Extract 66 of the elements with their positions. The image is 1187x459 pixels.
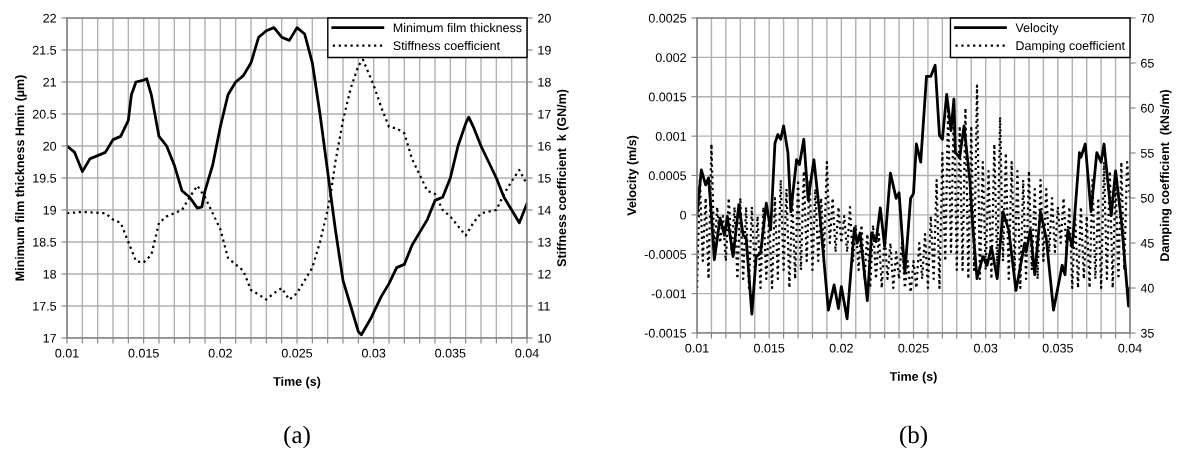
legend-label: Damping coefficient — [1016, 40, 1125, 53]
y2-axis-title: Damping coefficient (kNs/m) — [1159, 89, 1172, 261]
y2-tick-label: 15 — [538, 173, 551, 183]
y2-tick-label: 12 — [538, 269, 551, 279]
x-tick-label: 0.015 — [754, 343, 785, 353]
x-tick-label: 0.01 — [55, 348, 79, 358]
y-tick-label: 17 — [43, 333, 56, 343]
y-tick-label: 17.5 — [33, 301, 57, 311]
y-tick-label: 21.5 — [32, 45, 57, 55]
y2-tick-label: 17 — [538, 109, 551, 119]
x-tick-label: 0.035 — [1042, 343, 1073, 353]
y2-tick-label: 45 — [1140, 238, 1154, 248]
legend-label: Stiffness coefficient — [393, 40, 500, 51]
y-tick-label: 0.0015 — [648, 92, 687, 102]
y-tick-label: -0.0015 — [644, 328, 687, 338]
y2-axis-title: Stiffness coefficient k (GN/m) — [556, 89, 569, 267]
y-tick-label: 20 — [43, 141, 57, 151]
x-axis-title: Time (s) — [889, 371, 937, 384]
legend-label: Minimum film thickness — [393, 23, 522, 33]
y2-tick-label: 14 — [538, 205, 551, 215]
y-axis-title: Minimum film thickness Hmin (µm) — [15, 75, 27, 281]
y-tick-label: -0.0005 — [644, 250, 687, 259]
y-tick-label: 0.001 — [655, 131, 686, 141]
y2-tick-label: 16 — [538, 141, 551, 151]
text: (a) — [284, 425, 310, 449]
x-tick-label: 0.02 — [208, 348, 232, 358]
y2-tick-label: 35 — [1140, 328, 1154, 338]
y-tick-label: 18.5 — [33, 237, 57, 247]
y-tick-label: 20.5 — [32, 109, 57, 119]
x-tick-label: 0.025 — [281, 348, 313, 358]
y2-tick-label: 11 — [538, 301, 550, 311]
y2-tick-label: 55 — [1140, 148, 1154, 158]
y2-tick-label: 19 — [538, 45, 551, 55]
x-tick-label: 0.01 — [685, 343, 709, 353]
y-tick-label: 21 — [43, 77, 56, 87]
y2-tick-label: 60 — [1141, 103, 1154, 113]
x-tick-label: 0.02 — [829, 343, 853, 353]
y-tick-label: 0.002 — [655, 53, 686, 63]
x-tick-label: 0.04 — [515, 348, 539, 358]
text: (b) — [900, 425, 927, 449]
y2-tick-label: 13 — [538, 237, 551, 247]
y2-tick-label: 65 — [1141, 58, 1154, 68]
x-tick-label: 0.015 — [128, 348, 159, 358]
y2-tick-label: 20 — [538, 13, 551, 23]
y-tick-label: 22 — [43, 13, 56, 23]
x-axis-title: Time (s) — [273, 376, 321, 389]
x-tick-label: 0.025 — [898, 343, 929, 353]
y-tick-label: 19.5 — [33, 173, 57, 183]
y-tick-label: 19 — [43, 205, 56, 215]
x-tick-label: 0.03 — [973, 343, 998, 353]
y-tick-label: 18 — [43, 269, 57, 279]
y-tick-label: -0.001 — [651, 289, 686, 299]
x-tick-label: 0.04 — [1118, 343, 1142, 353]
y2-tick-label: 70 — [1141, 13, 1154, 23]
y-tick-label: 0.0025 — [648, 13, 687, 23]
legend-label: Velocity — [1015, 23, 1059, 35]
line-series — [697, 63, 1130, 321]
y2-tick-label: 18 — [538, 77, 551, 87]
y-tick-label: 0.0005 — [648, 171, 687, 181]
y2-tick-label: 10 — [538, 333, 551, 343]
x-tick-label: 0.035 — [435, 348, 466, 358]
y2-tick-label: 40 — [1140, 283, 1154, 293]
x-tick-label: 0.03 — [361, 348, 386, 358]
y-axis-title: Velocity (m/s) — [626, 135, 639, 216]
y-tick-label: 0 — [680, 210, 687, 220]
y2-tick-label: 50 — [1140, 193, 1154, 203]
